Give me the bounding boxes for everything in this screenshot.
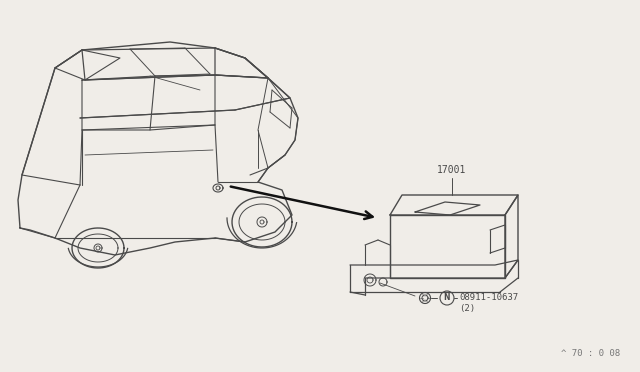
Text: 08911-10637: 08911-10637 xyxy=(459,294,518,302)
Text: 17001: 17001 xyxy=(437,165,467,175)
Text: N: N xyxy=(444,294,451,302)
Text: (2): (2) xyxy=(459,305,475,314)
Text: ^ 70 : 0 08: ^ 70 : 0 08 xyxy=(561,349,620,358)
